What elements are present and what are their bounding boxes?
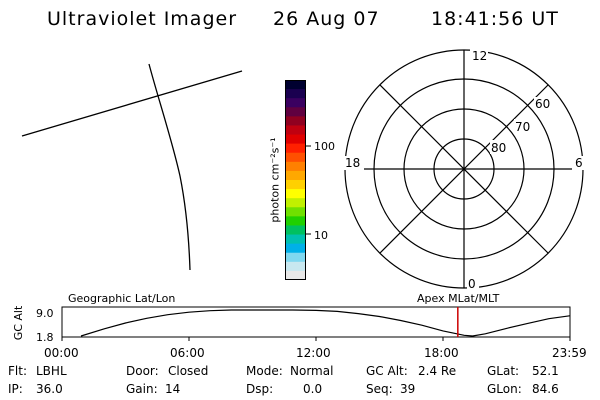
altitude-series-line bbox=[80, 309, 570, 337]
gain-label: Gain: bbox=[126, 382, 158, 396]
mode-label: Mode: bbox=[246, 364, 283, 378]
y-tick-label-1.8: 1.8 bbox=[36, 331, 54, 344]
glat-value: 52.1 bbox=[532, 364, 559, 378]
mlt-label-0: 0 bbox=[468, 277, 476, 291]
colorbar-gradient bbox=[285, 80, 306, 280]
x-tick-label-0600: 06:00 bbox=[170, 346, 205, 360]
colorbar-band bbox=[285, 225, 306, 236]
gain-value: 14 bbox=[165, 382, 181, 396]
mlt-label-6: 6 bbox=[575, 156, 583, 170]
colorbar-band bbox=[285, 98, 306, 108]
x-tick-label-1800: 18:00 bbox=[424, 346, 459, 360]
geographic-grid-panel bbox=[21, 63, 243, 271]
colorbar-band bbox=[285, 189, 306, 199]
dsp-label: Dsp: bbox=[246, 382, 274, 396]
instrument-title: Ultraviolet Imager bbox=[47, 8, 238, 30]
diagonal-nw-se bbox=[379, 84, 549, 254]
colorbar-ticks bbox=[306, 145, 311, 235]
colorbar-band bbox=[285, 161, 306, 172]
ip-label: IP: bbox=[8, 382, 23, 396]
colorbar-band bbox=[285, 107, 306, 117]
gcalt-value: 2.4 Re bbox=[418, 364, 457, 378]
timeline-plot-frame bbox=[61, 306, 571, 338]
colorbar-band bbox=[285, 143, 306, 154]
timeline-title-right: Apex MLat/MLT bbox=[417, 292, 500, 305]
y-tick-label-9.0: 9.0 bbox=[36, 307, 54, 320]
altitude-timeline-chart: Geographic Lat/Lon Apex MLat/MLT GC Alt … bbox=[12, 292, 571, 344]
colorbar-band bbox=[285, 234, 306, 245]
gcalt-label: GC Alt: bbox=[366, 364, 408, 378]
lat-label-70: 70 bbox=[515, 120, 530, 134]
colorbar-band bbox=[285, 216, 306, 226]
seq-value: 39 bbox=[400, 382, 416, 396]
date-label: 26 Aug 07 bbox=[273, 8, 380, 30]
mlt-label-18: 18 bbox=[345, 156, 360, 170]
x-tick-label-2359: 23:59 bbox=[552, 346, 587, 360]
colorbar-tick-100: 100 bbox=[314, 140, 335, 153]
colorbar-band bbox=[285, 80, 306, 90]
colorbar-band bbox=[285, 170, 306, 181]
grid-line-latitude bbox=[21, 70, 243, 137]
glon-label: GLon: bbox=[487, 382, 522, 396]
timeline-marks bbox=[61, 307, 571, 341]
flt-label: Flt: bbox=[8, 364, 27, 378]
colorbar bbox=[285, 80, 306, 280]
dsp-value: 0.0 bbox=[303, 382, 323, 396]
colorbar-band bbox=[285, 125, 306, 136]
colorbar-band bbox=[285, 243, 306, 254]
colorbar-band bbox=[285, 89, 306, 99]
colorbar-band bbox=[285, 198, 306, 208]
seq-label: Seq: bbox=[366, 382, 393, 396]
grid-line-longitude bbox=[148, 63, 191, 271]
flt-value: LBHL bbox=[36, 364, 67, 378]
lat-label-80: 80 bbox=[491, 141, 506, 155]
time-label: 18:41:56 UT bbox=[431, 8, 559, 30]
colorbar-band bbox=[285, 152, 306, 163]
colorbar-unit-label: photon cm⁻²s⁻¹ bbox=[268, 137, 282, 223]
colorbar-band bbox=[285, 252, 306, 263]
colorbar-band bbox=[285, 207, 306, 217]
x-tick-label-0000: 00:00 bbox=[44, 346, 79, 360]
ip-value: 36.0 bbox=[36, 382, 63, 396]
y-axis-label: GC Alt bbox=[12, 305, 25, 340]
timeline-title-left: Geographic Lat/Lon bbox=[68, 292, 175, 305]
colorbar-band bbox=[285, 134, 306, 145]
lat-label-60: 60 bbox=[535, 97, 550, 111]
x-tick-label-1200: 12:00 bbox=[296, 346, 331, 360]
glat-label: GLat: bbox=[487, 364, 520, 378]
door-value: Closed bbox=[168, 364, 209, 378]
door-label: Door: bbox=[126, 364, 159, 378]
colorbar-band bbox=[285, 116, 306, 126]
colorbar-band bbox=[285, 180, 306, 190]
glon-value: 84.6 bbox=[532, 382, 559, 396]
mode-value: Normal bbox=[290, 364, 334, 378]
colorbar-band bbox=[285, 270, 306, 280]
polar-mlt-plot: 12 18 6 0 60 70 80 bbox=[342, 49, 586, 291]
colorbar-band bbox=[285, 261, 306, 272]
mlt-label-12: 12 bbox=[472, 49, 487, 63]
colorbar-tick-10: 10 bbox=[314, 229, 328, 242]
